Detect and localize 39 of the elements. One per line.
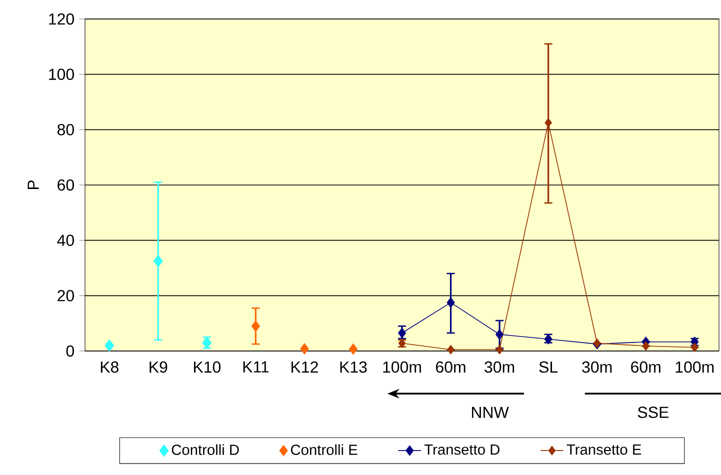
point <box>153 254 163 268</box>
y-tick-label: 100 <box>49 68 74 80</box>
point <box>544 118 552 128</box>
x-tick-label: K11 <box>243 361 269 372</box>
y-axis-title: P <box>28 180 39 190</box>
point <box>348 343 358 355</box>
x-tick-label: 60m <box>436 361 466 373</box>
point <box>251 320 260 332</box>
x-tick-label: SL <box>539 361 558 373</box>
x-tick-label: K10 <box>194 361 221 373</box>
x-tick-label: 100m <box>676 361 714 373</box>
y-tick-label: 40 <box>57 234 74 246</box>
point <box>642 341 650 351</box>
point <box>691 342 698 352</box>
x-tick-label: K8 <box>100 361 118 373</box>
point <box>446 297 455 308</box>
x-tick-label: 60m <box>631 361 660 373</box>
point <box>447 344 454 354</box>
legend-label: Transetto D <box>424 444 500 455</box>
x-tick-label: K13 <box>340 361 367 373</box>
y-tick-label: 0 <box>66 345 74 357</box>
point <box>496 329 504 340</box>
legend-label: Transetto E <box>566 444 642 455</box>
y-tick-label: 60 <box>58 179 74 191</box>
y-tick-label: 80 <box>57 124 74 136</box>
y-tick-label: 120 <box>49 13 74 25</box>
point <box>300 343 309 354</box>
text: SSE <box>638 406 668 418</box>
x-tick-label: 30m <box>582 361 612 373</box>
x-tick-label: 100m <box>383 361 421 373</box>
point <box>104 339 114 352</box>
x-tick-label: K9 <box>150 361 168 373</box>
x-tick-label: 30m <box>484 361 514 373</box>
text: NNW <box>472 406 509 418</box>
point <box>496 344 504 354</box>
legend-label: Controlli D <box>172 444 239 456</box>
x-tick-label: K12 <box>292 361 318 373</box>
y-tick-label: 20 <box>58 290 74 302</box>
legend-label: Controlli E <box>290 444 358 456</box>
